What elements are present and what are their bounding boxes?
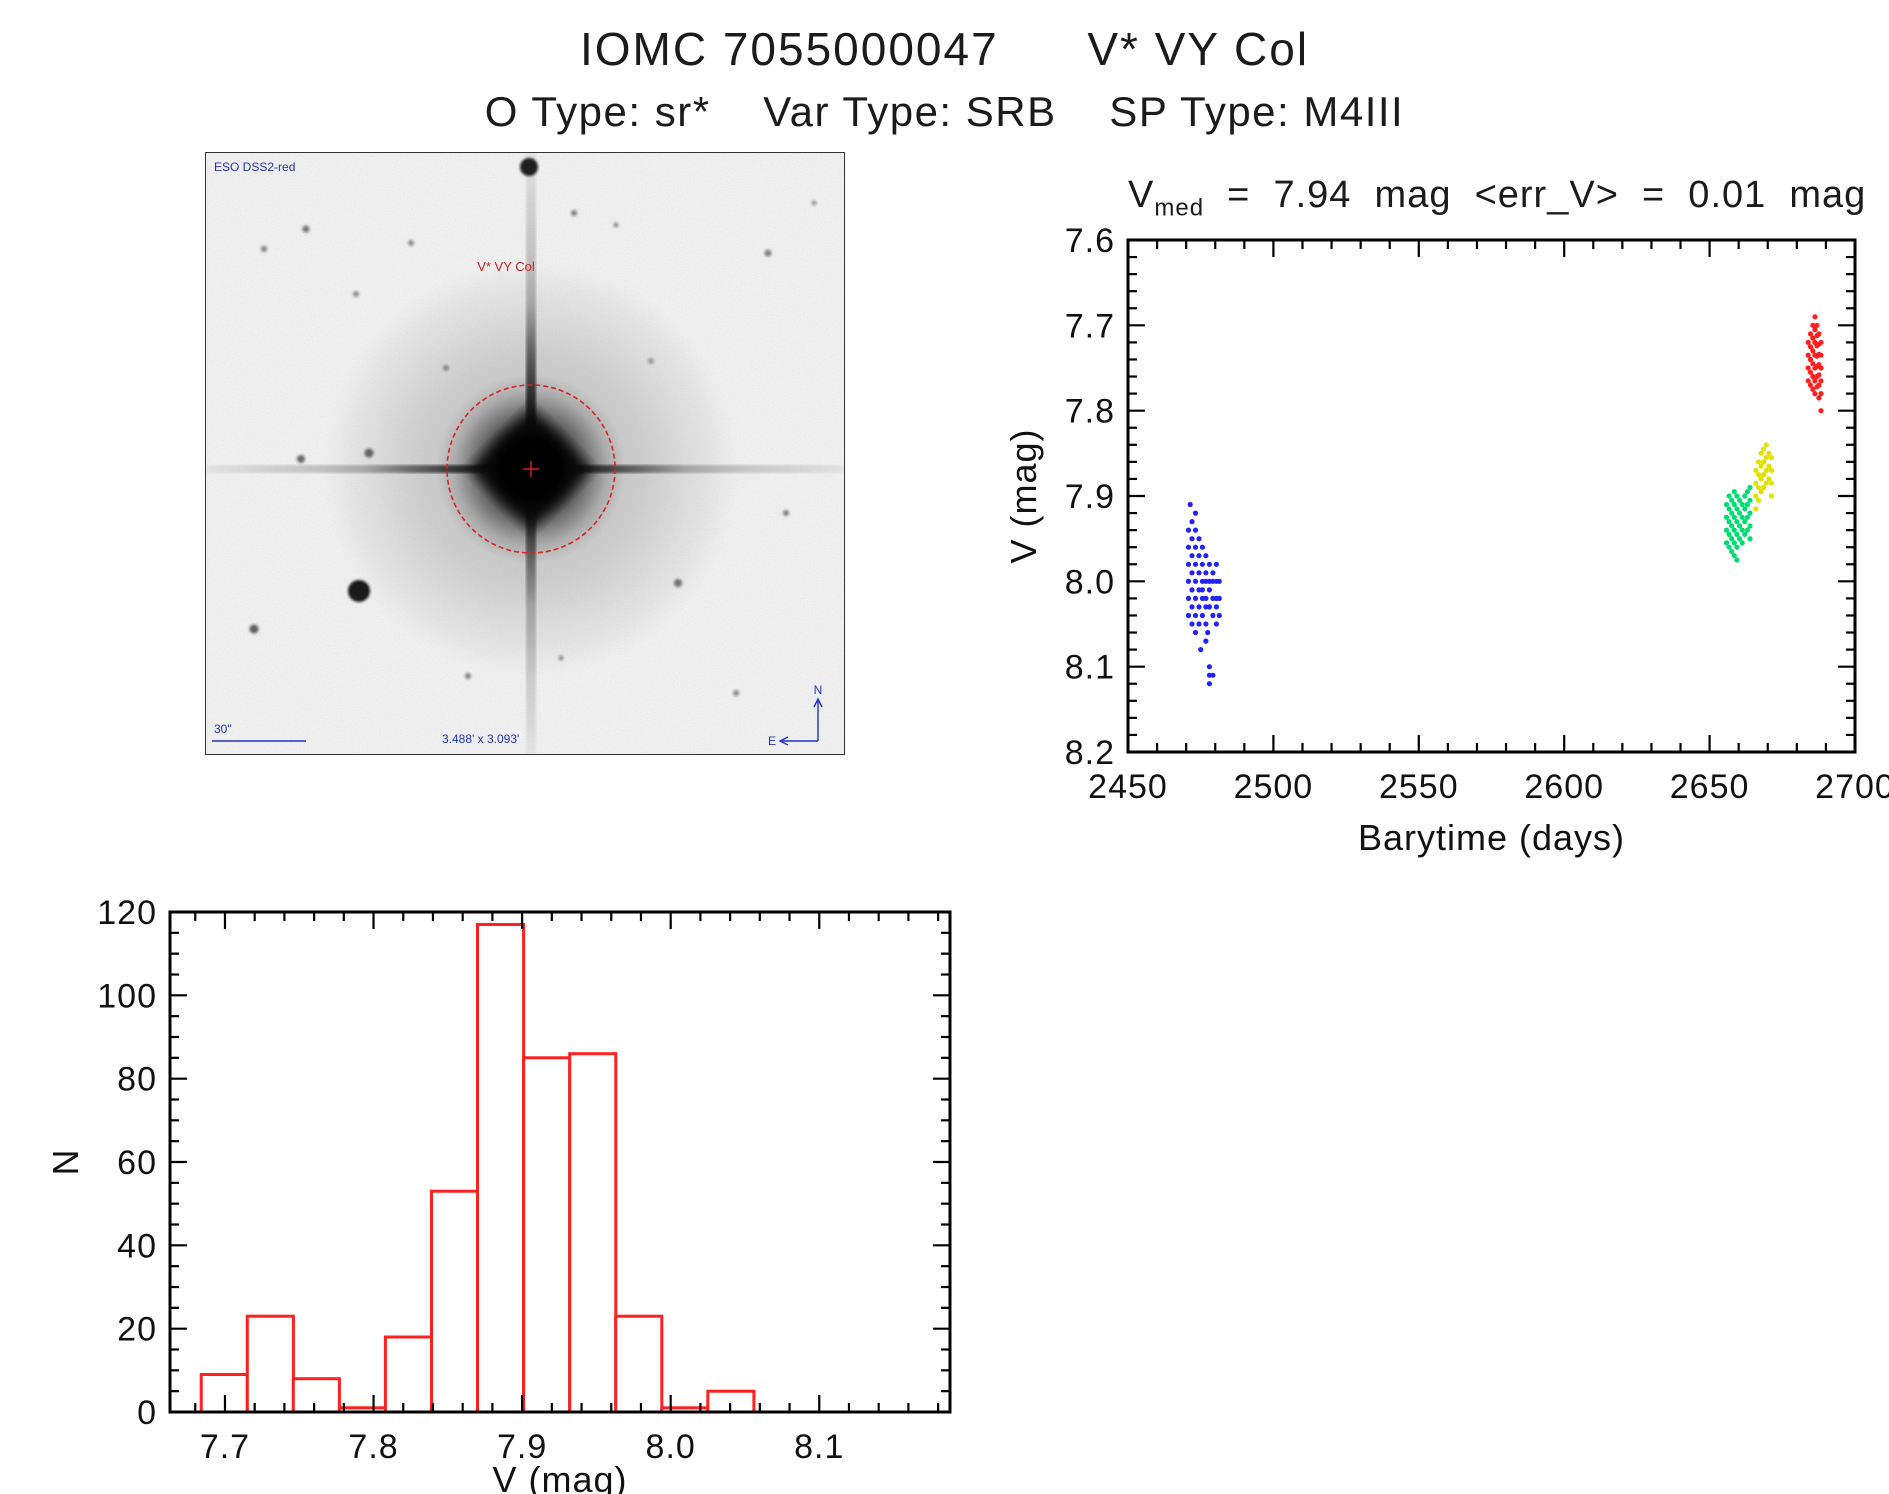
axes: 7.7 7.8 7.9 8.0 8.1 0 20 40 60 80 100 120 V (mag) N	[45, 894, 952, 1494]
histogram-bar	[383, 1335, 433, 1414]
histogram-panel: 7.7 7.8 7.9 8.0 8.1 0 20 40 60 80 100 120 V (mag) N	[45, 884, 1005, 1494]
x-tick-label: 2450	[1088, 768, 1168, 806]
y-tick-label: 40	[117, 1227, 157, 1265]
y-tick-label: 7.8	[1065, 393, 1115, 431]
compass-north-label: N	[814, 683, 823, 697]
compass-east-label: E	[768, 734, 776, 748]
star-field-image: ESO DSS2-red V* VY Col 30" 3.488' x 3.09…	[206, 153, 844, 754]
lightcurve-canvas: 2450 2500 2550 2600 2650 2700 8.2 8.1 8.0 7.9 7.8 7…	[1003, 222, 1889, 858]
y-tick-label: 120	[97, 894, 157, 932]
x-axis-label: V (mag)	[492, 1459, 627, 1494]
y-tick-label: 7.6	[1065, 222, 1115, 260]
target-marker-cross	[523, 461, 539, 477]
data-points	[1185, 314, 1824, 687]
histogram-bar	[245, 1314, 295, 1414]
scale-bar-label: 30"	[214, 722, 232, 736]
lightcurve-title: Vmed = 7.94 mag <err_V> = 0.01 mag	[1128, 174, 1865, 223]
page-title: IOMC 7055000047 V* VY Col	[579, 23, 1310, 75]
histogram-bar	[291, 1377, 341, 1414]
x-tick-label: 2600	[1524, 768, 1604, 806]
y-tick-label: 7.7	[1065, 307, 1115, 345]
x-tick-label: 7.7	[200, 1428, 250, 1466]
x-axis-label: Barytime (days)	[1358, 817, 1625, 858]
series-epoch-3-yellow	[1753, 442, 1775, 512]
x-tick-label: 2650	[1670, 768, 1750, 806]
lightcurve-title-sub: med	[1154, 194, 1205, 222]
field-stars	[249, 158, 817, 696]
compass-icon	[778, 697, 823, 746]
x-tick-label: 8.1	[794, 1428, 844, 1466]
x-tick-label: 8.0	[646, 1428, 696, 1466]
y-tick-label: 0	[137, 1394, 157, 1432]
y-tick-label: 80	[117, 1061, 157, 1099]
lightcurve-title-lead: V	[1128, 174, 1155, 216]
histogram-bar	[430, 1189, 480, 1414]
axes: 2450 2500 2550 2600 2650 2700 8.2 8.1 8.0 7.9 7.8 7…	[1003, 222, 1889, 858]
target-label: V* VY Col	[477, 259, 535, 274]
x-tick-label: 2700	[1815, 768, 1889, 806]
y-tick-label: 60	[117, 1144, 157, 1182]
x-tick-label: 7.8	[348, 1428, 398, 1466]
histogram-bar	[522, 1056, 572, 1414]
y-tick-label: 100	[97, 977, 157, 1015]
lightcurve-title-rest: = 7.94 mag <err_V> = 0.01 mag	[1204, 174, 1867, 216]
y-axis-label: N	[45, 1149, 86, 1176]
x-tick-label: 2550	[1379, 768, 1459, 806]
x-tick-label: 7.9	[497, 1428, 547, 1466]
y-tick-label: 20	[117, 1311, 157, 1349]
histogram-bar	[568, 1052, 618, 1414]
x-tick-label: 2500	[1234, 768, 1314, 806]
fov-label: 3.488' x 3.093'	[442, 732, 519, 746]
target-marker-circle	[446, 384, 616, 554]
histogram-bar	[476, 923, 526, 1414]
page-subtitle: O Type: sr* Var Type: SRB SP Type: M4III	[484, 88, 1405, 135]
y-tick-label: 7.9	[1065, 478, 1115, 516]
sky-image-panel: ESO DSS2-red V* VY Col 30" 3.488' x 3.09…	[205, 152, 845, 755]
y-tick-label: 8.2	[1065, 734, 1115, 772]
histogram-canvas: 7.7 7.8 7.9 8.0 8.1 0 20 40 60 80 100 120 V (mag) N	[45, 894, 952, 1494]
series-epoch-2-green	[1723, 484, 1753, 563]
survey-label: ESO DSS2-red	[214, 160, 295, 174]
y-tick-label: 8.0	[1065, 563, 1115, 601]
series-epoch-4-red	[1805, 314, 1824, 414]
y-tick-label: 8.1	[1065, 649, 1115, 687]
series-epoch-1-blue	[1185, 501, 1222, 687]
histogram-bars	[199, 923, 756, 1414]
histogram-bar	[614, 1314, 664, 1414]
y-axis-label: V (mag)	[1003, 428, 1044, 563]
lightcurve-panel: Vmed = 7.94 mag <err_V> = 0.01 mag 2450 2…	[985, 168, 1889, 858]
